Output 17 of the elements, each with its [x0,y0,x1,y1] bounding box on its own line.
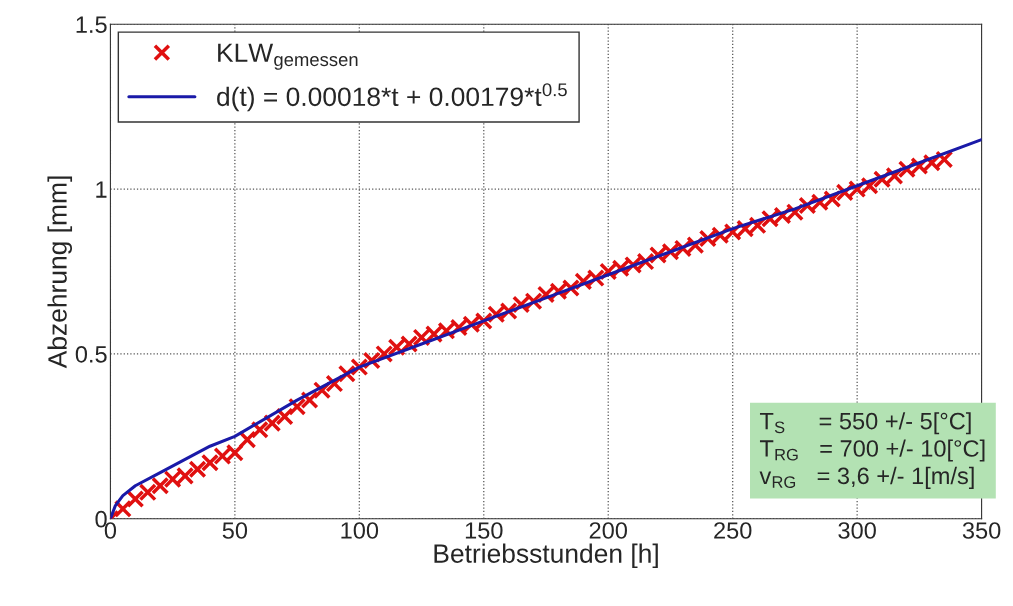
text: T$_{RG}$ = 700 +/- 10[°C] [759,439,985,462]
x-tick-label: 100 [341,522,379,539]
x-tick-label: 350 [962,522,1001,539]
x-axis-title: Betriebsstunden [h] [434,543,658,569]
x-tick-label: 50 [222,522,248,539]
text: v$_{RG}$ = 3,6 +/- 1[m/s] [759,466,974,489]
x-tick-label: 300 [838,522,876,539]
y-tick-label: 0.5 [75,345,107,363]
y-tick-label: 1.5 [76,16,107,34]
y-tick-label: 1 [96,181,107,198]
x-tick-label: 200 [589,522,628,539]
x-tick-label: 150 [465,522,503,539]
legend-label: d(t) = 0.00018*t + 0.00179*t$^{0.5}$ [217,83,567,112]
text: T$_{S}$ = 550 +/- 5[°C] [759,412,971,435]
x-tick-label: 250 [714,522,752,539]
y-axis-title: Abzehrung [mm] [47,176,73,369]
legend-label: KLW$_{gemessen}$ [218,43,358,70]
